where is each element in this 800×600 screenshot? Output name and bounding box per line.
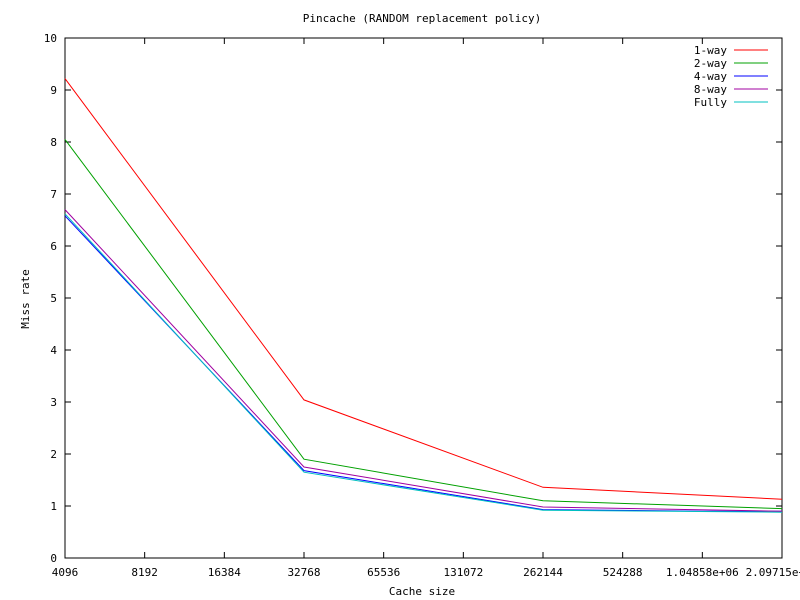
x-tick-label: 262144	[523, 566, 563, 579]
legend-label: 1-way	[694, 44, 727, 57]
legend-label: Fully	[694, 96, 727, 109]
series-line-8-way	[65, 210, 782, 512]
y-tick-label: 5	[50, 292, 57, 305]
x-tick-label: 32768	[287, 566, 320, 579]
y-tick-label: 7	[50, 188, 57, 201]
y-tick-label: 6	[50, 240, 57, 253]
x-tick-label: 1.04858e+06	[666, 566, 739, 579]
x-tick-label: 131072	[443, 566, 483, 579]
x-tick-label: 16384	[208, 566, 241, 579]
x-tick-label: 524288	[603, 566, 643, 579]
y-tick-label: 1	[50, 500, 57, 513]
x-axis-label: Cache size	[389, 585, 455, 598]
y-tick-label: 3	[50, 396, 57, 409]
y-tick-label: 8	[50, 136, 57, 149]
x-tick-label: 8192	[131, 566, 158, 579]
series-line-4-way	[65, 216, 782, 511]
x-tick-label: 2.09715e+06	[746, 566, 800, 579]
y-tick-label: 4	[50, 344, 57, 357]
y-tick-label: 10	[44, 32, 57, 45]
y-tick-label: 0	[50, 552, 57, 565]
series-line-1-way	[65, 79, 782, 500]
y-axis-label: Miss rate	[19, 269, 32, 329]
y-tick-label: 9	[50, 84, 57, 97]
series-line-2-way	[65, 139, 782, 508]
series-layer	[65, 79, 782, 513]
legend-label: 2-way	[694, 57, 727, 70]
legend-label: 4-way	[694, 70, 727, 83]
x-axis-ticks: 4096 8192 16384 32768 65536 131072 262144 52428…	[52, 38, 800, 579]
x-tick-label: 4096	[52, 566, 79, 579]
x-tick-label: 65536	[367, 566, 400, 579]
series-line-fully	[65, 214, 782, 512]
legend-label: 8-way	[694, 83, 727, 96]
y-tick-label: 2	[50, 448, 57, 461]
chart-title: Pincache (RANDOM replacement policy)	[303, 12, 541, 25]
